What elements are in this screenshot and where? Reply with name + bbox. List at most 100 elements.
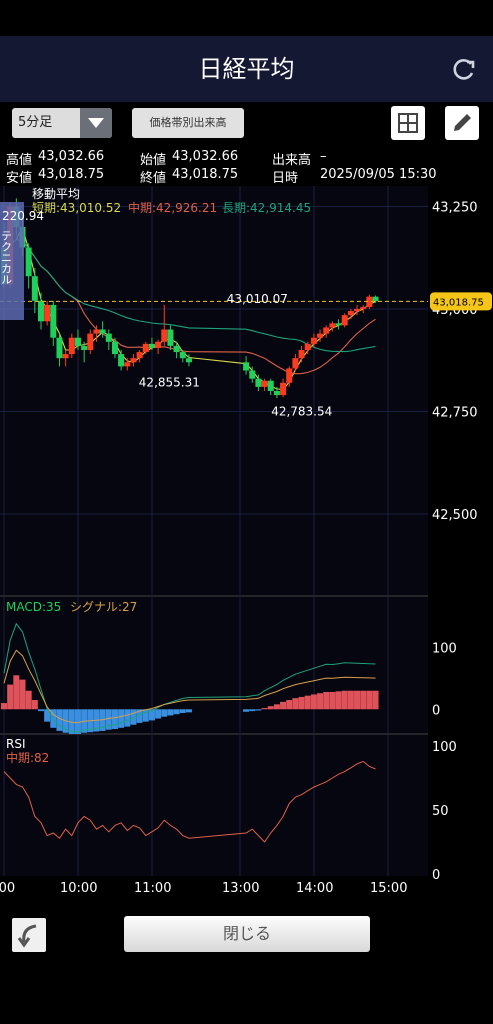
macd-histogram-bar bbox=[179, 709, 186, 713]
macd-histogram-bar bbox=[19, 679, 26, 710]
rsi-panel bbox=[3, 760, 376, 843]
candle-body bbox=[56, 337, 63, 359]
rsi-y-tick-label: 0 bbox=[432, 868, 440, 883]
price-annotation: 42,855.31 bbox=[139, 375, 200, 389]
macd-histogram-bar bbox=[249, 709, 256, 712]
macd-histogram-bar bbox=[118, 709, 125, 728]
candle-body bbox=[50, 304, 57, 338]
low-value: 43,018.75 bbox=[38, 167, 105, 182]
candle-body bbox=[93, 329, 100, 334]
macd-histogram-bar bbox=[124, 709, 131, 727]
plot-background bbox=[0, 186, 428, 876]
candle-body bbox=[366, 296, 373, 307]
macd-histogram-bar bbox=[7, 684, 14, 710]
macd-histogram-bar bbox=[161, 709, 168, 717]
x-tick-label: 10:00 bbox=[60, 881, 97, 896]
candle-body bbox=[292, 358, 299, 369]
rsi-legend-title: RSI bbox=[6, 737, 26, 751]
candle-body bbox=[286, 368, 293, 383]
candle-body bbox=[329, 323, 336, 328]
technical-tab-label: テクニカル bbox=[0, 230, 13, 285]
candle-body bbox=[173, 345, 180, 353]
grid-layout-button[interactable] bbox=[391, 106, 425, 140]
rsi-legend-series: 中期:82 bbox=[6, 750, 49, 765]
candle-body bbox=[341, 315, 348, 326]
cut-price-label: 220.94 bbox=[2, 209, 44, 223]
grid-layout-icon bbox=[398, 113, 418, 133]
macd-legend: MACD:35 bbox=[6, 600, 61, 614]
macd-histogram-bar bbox=[37, 709, 44, 712]
macd-histogram-bar bbox=[111, 709, 118, 730]
price-info-panel: 高値 43,032.66 始値 43,032.66 出来高 – 安値 43,01… bbox=[0, 146, 493, 186]
back-button[interactable] bbox=[12, 918, 46, 952]
macd-histogram-bar bbox=[44, 709, 51, 722]
macd-histogram-bar bbox=[136, 709, 143, 723]
macd-histogram-bar bbox=[310, 694, 317, 710]
signal-legend: シグナル:27 bbox=[70, 600, 137, 614]
macd-panel bbox=[1, 622, 379, 734]
macd-histogram-bar bbox=[360, 690, 367, 710]
price-y-tick-label: 42,750 bbox=[432, 406, 478, 421]
candle-body bbox=[179, 352, 186, 359]
close-value: 43,018.75 bbox=[172, 167, 239, 182]
candle-body bbox=[261, 380, 268, 387]
legend-short-ma: 短期:43,010.52 bbox=[32, 201, 121, 215]
macd-histogram-bar bbox=[273, 704, 280, 710]
candle-body bbox=[317, 333, 324, 338]
macd-histogram-bar bbox=[298, 696, 305, 710]
macd-histogram-bar bbox=[317, 693, 324, 710]
page-title: 日経平均 bbox=[198, 55, 295, 83]
price-annotation: 43,010.07 bbox=[227, 292, 288, 306]
current-price-tag bbox=[430, 292, 492, 311]
back-arrow-icon bbox=[17, 924, 37, 948]
candle-body bbox=[130, 358, 137, 363]
rsi-y-tick-label: 100 bbox=[432, 740, 457, 755]
high-value: 43,032.66 bbox=[38, 149, 105, 164]
close-button[interactable]: 閉じる bbox=[124, 916, 370, 952]
volume-label: 出来高 bbox=[272, 153, 312, 168]
macd-histogram-bar bbox=[292, 698, 299, 710]
price-y-tick-label: 43,250 bbox=[432, 201, 478, 216]
candle-body bbox=[44, 304, 51, 322]
macd-histogram-bar bbox=[261, 708, 268, 710]
candle-body bbox=[118, 354, 125, 367]
rsi-line bbox=[3, 760, 376, 843]
rsi-y-tick-label: 50 bbox=[432, 804, 449, 819]
close-label: 終値 bbox=[140, 171, 167, 186]
interval-select[interactable]: 5分足 bbox=[12, 108, 112, 138]
price-y-tick-label: 42,500 bbox=[432, 508, 478, 523]
candle-body bbox=[372, 296, 379, 302]
signal-line bbox=[3, 649, 376, 724]
macd-histogram-bar bbox=[354, 690, 361, 710]
macd-histogram-bar bbox=[335, 691, 342, 710]
macd-histogram-bar bbox=[148, 709, 155, 721]
candle-body bbox=[335, 323, 342, 326]
candle-body bbox=[280, 382, 287, 396]
macd-histogram-bar bbox=[280, 701, 287, 710]
candle-body bbox=[136, 352, 143, 359]
draw-button[interactable] bbox=[445, 106, 479, 140]
chart-toolbar: 5分足 価格帯別出来高 bbox=[0, 102, 493, 146]
candle-body bbox=[111, 341, 118, 355]
axes: 43,25043,00042,75042,50043,018.751000100… bbox=[0, 201, 492, 896]
macd-histogram-bar bbox=[372, 690, 379, 710]
candle-body bbox=[167, 329, 174, 346]
macd-histogram-bar bbox=[366, 690, 373, 710]
candle-body bbox=[74, 337, 81, 346]
candle-body bbox=[249, 370, 256, 379]
candle-body bbox=[142, 343, 149, 353]
refresh-icon[interactable] bbox=[451, 56, 477, 82]
technical-signal-tab[interactable] bbox=[0, 202, 24, 320]
candle-body bbox=[267, 380, 274, 391]
current-price-tag-label: 43,018.75 bbox=[433, 297, 484, 308]
candle-body bbox=[304, 343, 311, 350]
candle-body bbox=[87, 333, 94, 350]
macd-histogram-bar bbox=[173, 709, 180, 715]
macd-histogram-bar bbox=[323, 691, 330, 710]
volume-profile-button[interactable]: 価格帯別出来高 bbox=[132, 108, 244, 138]
volume-value: – bbox=[320, 149, 327, 164]
candle-body bbox=[148, 343, 155, 348]
candle-body bbox=[31, 276, 38, 301]
candle-body bbox=[124, 362, 131, 367]
